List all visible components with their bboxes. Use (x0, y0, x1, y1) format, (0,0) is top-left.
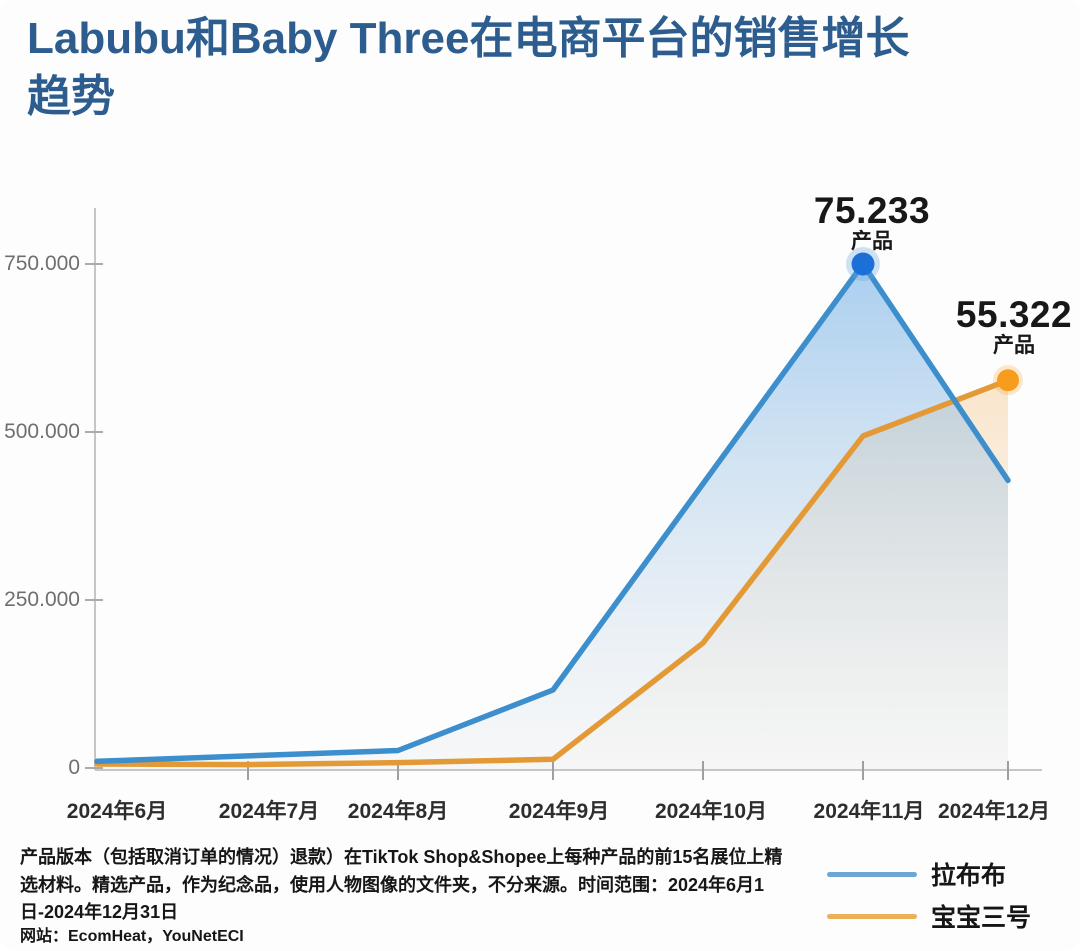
y-axis-tick-label: 0 (68, 756, 80, 779)
legend-label: 宝宝三号 (931, 904, 1032, 932)
legend-line-swatch (827, 871, 917, 877)
x-axis-label: 2024年6月 (66, 800, 168, 823)
x-axis-label: 2024年9月 (508, 800, 610, 823)
source-note: 网站：EcomHeat，YouNetECI (20, 928, 244, 945)
data-label-value: 55.322 (955, 294, 1073, 335)
footnote-line: 日-2024年12月31日 (20, 902, 179, 922)
x-axis-label: 2024年7月 (218, 800, 320, 823)
x-axis-label: 2024年8月 (347, 800, 449, 823)
data-label-unit: 产品 (992, 334, 1035, 357)
page-title-line-2: 趋势 (27, 72, 115, 121)
legend-line-swatch (827, 913, 917, 919)
legend: 拉布布 宝宝三号 (827, 860, 1031, 944)
footnote-line: 选材料。精选产品，作为纪念品，使用人物图像的文件夹，不分来源。时间范围：2024… (20, 874, 765, 895)
data-label-baby-three-end: 55.322 产品 (956, 296, 1072, 358)
x-axis-label: 2024年10月 (654, 800, 768, 823)
data-label-labubu-peak: 75.233 产品 (814, 192, 930, 254)
baby-three-point-marker (997, 369, 1019, 392)
data-label-unit: 产品 (850, 230, 893, 253)
y-axis-tick-label: 750.000 (4, 252, 80, 275)
footnote-line: 产品版本（包括取消订单的情况）退款）在TikTok Shop&Shopee上每种… (20, 847, 783, 867)
legend-item: 拉布布 (827, 860, 1031, 890)
page-title-line-1: Labubu和Baby Three在电商平台的销售增长 (27, 14, 910, 63)
x-axis-label: 2024年12月 (937, 800, 1051, 823)
footnote: 产品版本（包括取消订单的情况）退款）在TikTok Shop&Shopee上每种… (20, 844, 820, 927)
legend-label: 拉布布 (931, 862, 1007, 890)
data-label-value: 75.233 (813, 190, 931, 231)
y-axis-tick-label: 500.000 (4, 420, 80, 443)
y-axis-tick-label: 250.000 (4, 588, 80, 611)
x-axis-label: 2024年11月 (813, 800, 925, 823)
page-title: Labubu和Baby Three在电商平台的销售增长 趋势 (27, 10, 1057, 126)
labubu-point-marker (851, 252, 875, 276)
baby-three-line (94, 377, 1011, 768)
legend-item: 宝宝三号 (827, 902, 1031, 932)
labubu-area (97, 264, 1008, 770)
